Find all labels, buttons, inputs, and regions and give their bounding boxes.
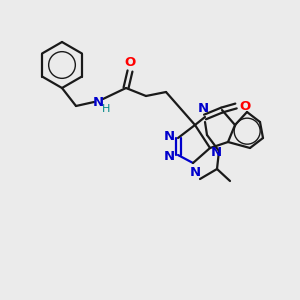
Text: O: O: [124, 56, 136, 70]
Text: N: N: [164, 151, 175, 164]
Text: O: O: [239, 100, 250, 112]
Text: N: N: [92, 95, 104, 109]
Text: N: N: [210, 146, 222, 158]
Text: H: H: [102, 104, 110, 114]
Text: N: N: [164, 130, 175, 142]
Text: N: N: [197, 103, 208, 116]
Text: N: N: [189, 166, 201, 178]
